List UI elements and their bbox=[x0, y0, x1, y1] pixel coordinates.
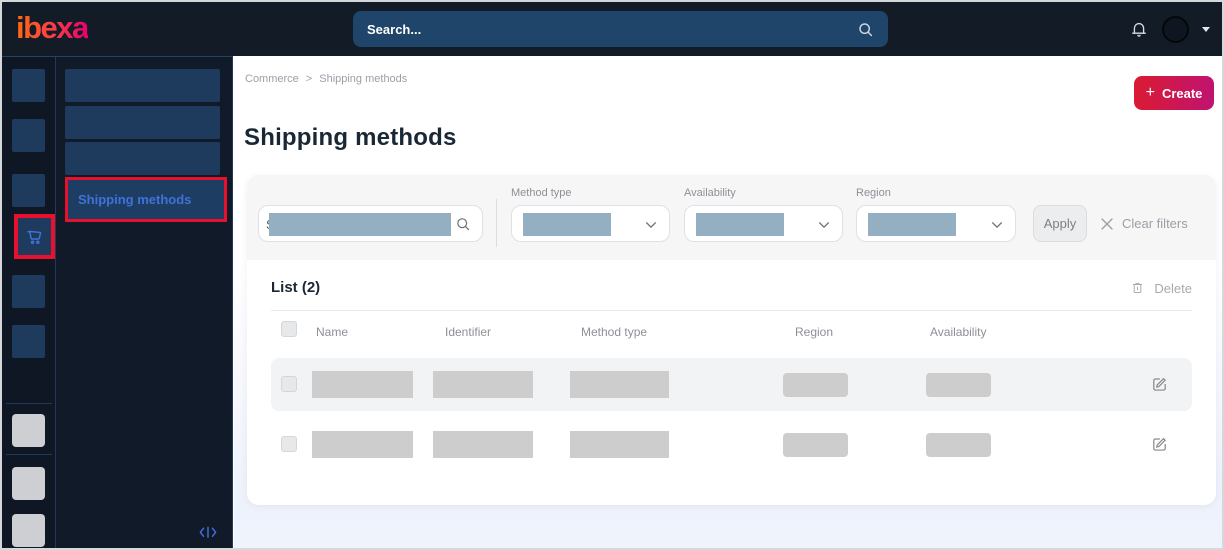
rail-nav-item-3[interactable] bbox=[12, 174, 45, 207]
global-search-input[interactable]: Search... bbox=[353, 11, 888, 47]
edit-icon[interactable] bbox=[1150, 434, 1169, 453]
rail-bottom-item-3[interactable] bbox=[12, 514, 45, 547]
rail-divider bbox=[6, 403, 52, 404]
column-header-identifier: Identifier bbox=[445, 325, 492, 339]
rail-nav-item-5[interactable] bbox=[12, 275, 45, 308]
redacted-search-value bbox=[269, 213, 451, 236]
create-button-label: Create bbox=[1161, 85, 1203, 101]
sidebar-rail bbox=[2, 57, 56, 548]
redacted-select-value bbox=[523, 213, 611, 236]
redacted-name-cell bbox=[312, 371, 413, 398]
sidebar-submenu: Shipping methods bbox=[56, 57, 233, 548]
region-select[interactable] bbox=[856, 205, 1016, 242]
clear-filters-button[interactable]: Clear filters bbox=[1100, 205, 1188, 242]
rail-divider bbox=[6, 454, 52, 455]
clear-filters-label: Clear filters bbox=[1122, 216, 1188, 231]
list-title: List (2) bbox=[271, 279, 321, 296]
trash-icon bbox=[1130, 280, 1145, 296]
submenu-item-3[interactable] bbox=[65, 142, 220, 175]
column-header-name: Name bbox=[316, 325, 349, 339]
breadcrumb-separator: > bbox=[305, 73, 313, 85]
redacted-identifier-cell bbox=[433, 431, 533, 458]
redacted-availability-cell bbox=[926, 433, 991, 457]
filter-bar: S Method type Availability bbox=[247, 175, 1216, 260]
availability-select[interactable] bbox=[684, 205, 843, 242]
redacted-availability-cell bbox=[926, 373, 991, 397]
column-header-region: Region bbox=[795, 325, 834, 339]
topbar-actions bbox=[1129, 2, 1210, 56]
bell-icon[interactable] bbox=[1129, 19, 1149, 39]
chevron-down-icon bbox=[990, 218, 1004, 232]
filter-search-input[interactable]: S bbox=[258, 205, 483, 242]
row-checkbox[interactable] bbox=[281, 436, 297, 452]
close-icon bbox=[1100, 217, 1114, 231]
redacted-select-value bbox=[696, 213, 784, 236]
column-header-availability: Availability bbox=[930, 325, 987, 339]
redacted-region-cell bbox=[783, 433, 848, 457]
rail-nav-item-1[interactable] bbox=[12, 69, 45, 102]
redacted-select-value bbox=[868, 213, 956, 236]
edit-icon[interactable] bbox=[1150, 374, 1169, 393]
apply-button[interactable]: Apply bbox=[1033, 205, 1087, 242]
main-content: Commerce > Shipping methods + Create Shi… bbox=[234, 56, 1222, 548]
submenu-item-shipping-methods-active[interactable]: Shipping methods bbox=[65, 177, 227, 222]
rail-nav-item-commerce-active[interactable] bbox=[14, 214, 55, 259]
delete-button-label: Delete bbox=[1154, 280, 1192, 296]
list-section: List (2) Delete Name Identifier Method t… bbox=[247, 260, 1216, 505]
region-label: Region bbox=[856, 187, 891, 199]
submenu-item-1[interactable] bbox=[65, 69, 220, 102]
topbar: ibexa Search... bbox=[2, 2, 1222, 56]
page-title: Shipping methods bbox=[244, 124, 457, 151]
redacted-identifier-cell bbox=[433, 371, 533, 398]
global-search-placeholder: Search... bbox=[367, 21, 422, 37]
create-button[interactable]: + Create bbox=[1134, 76, 1214, 110]
breadcrumb: Commerce > Shipping methods bbox=[245, 73, 407, 85]
shopping-cart-icon bbox=[24, 226, 45, 247]
rail-bottom-item-1[interactable] bbox=[12, 414, 45, 447]
chevron-down-icon bbox=[817, 218, 831, 232]
table-row bbox=[271, 358, 1192, 411]
list-divider bbox=[271, 310, 1192, 311]
submenu-item-label: Shipping methods bbox=[78, 192, 192, 207]
rail-bottom-item-2[interactable] bbox=[12, 467, 45, 500]
redacted-method-type-cell bbox=[570, 431, 669, 458]
availability-label: Availability bbox=[684, 187, 736, 199]
search-icon bbox=[455, 216, 471, 232]
select-all-checkbox[interactable] bbox=[281, 321, 297, 337]
content-panel: S Method type Availability bbox=[247, 175, 1216, 505]
breadcrumb-parent[interactable]: Commerce bbox=[245, 73, 299, 85]
submenu-item-2[interactable] bbox=[65, 106, 220, 139]
filter-divider bbox=[496, 199, 497, 247]
rail-nav-item-2[interactable] bbox=[12, 119, 45, 152]
row-checkbox[interactable] bbox=[281, 376, 297, 392]
search-icon bbox=[857, 21, 874, 38]
redacted-name-cell bbox=[312, 431, 413, 458]
ibexa-logo: ibexa bbox=[16, 10, 89, 45]
rail-nav-item-6[interactable] bbox=[12, 325, 45, 358]
chevron-down-icon[interactable] bbox=[1202, 26, 1210, 32]
plus-icon: + bbox=[1145, 84, 1155, 101]
column-header-method-type: Method type bbox=[581, 325, 648, 339]
method-type-label: Method type bbox=[511, 187, 572, 199]
redacted-region-cell bbox=[783, 373, 848, 397]
chevron-down-icon bbox=[644, 218, 658, 232]
breadcrumb-current: Shipping methods bbox=[319, 73, 408, 85]
redacted-method-type-cell bbox=[570, 371, 669, 398]
collapse-sidebar-icon[interactable] bbox=[199, 526, 217, 540]
sidebar: Shipping methods bbox=[2, 56, 233, 548]
table-row bbox=[271, 418, 1192, 471]
method-type-select[interactable] bbox=[511, 205, 670, 242]
user-avatar[interactable] bbox=[1162, 15, 1189, 43]
delete-button[interactable]: Delete bbox=[1130, 280, 1192, 296]
